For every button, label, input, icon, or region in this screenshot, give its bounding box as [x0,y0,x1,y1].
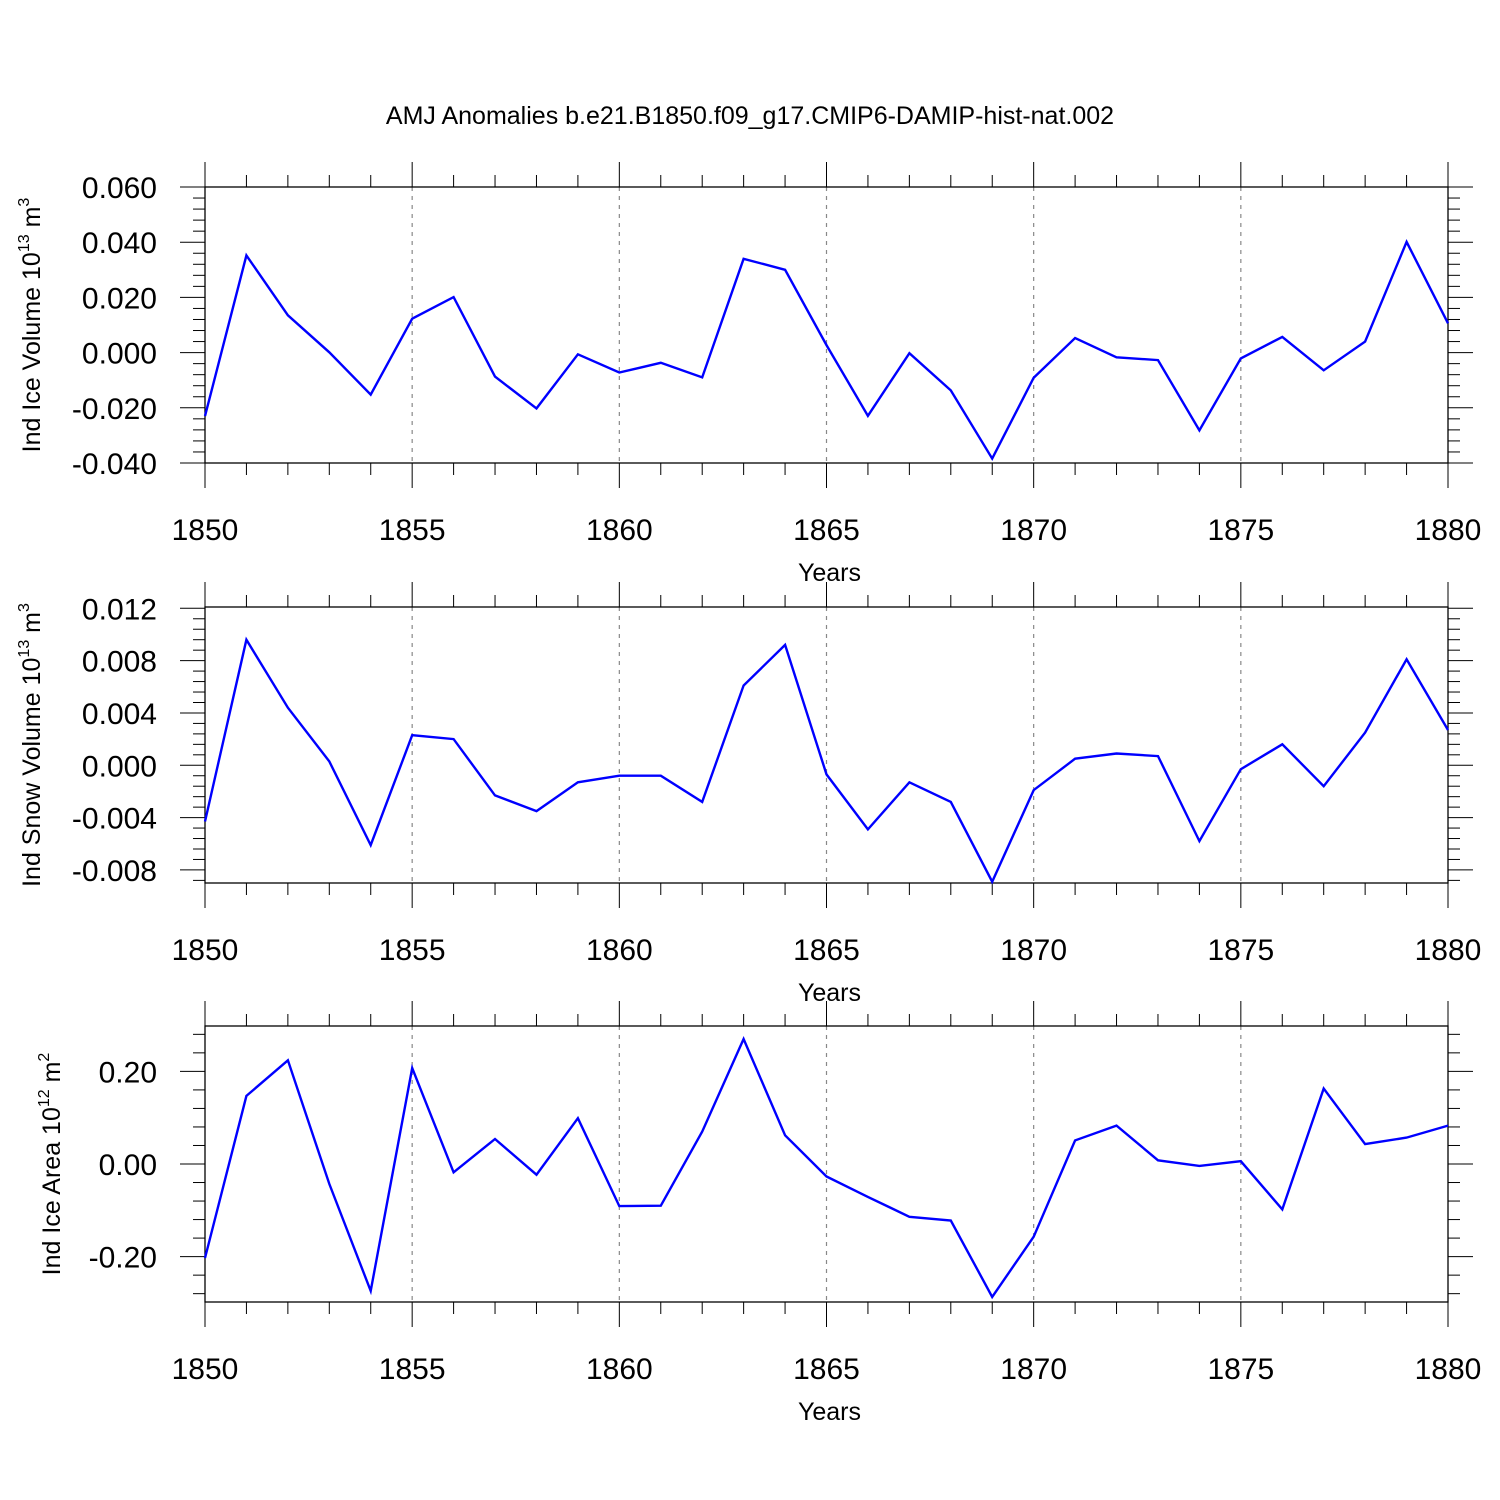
y-tick-label: 0.020 [82,282,157,315]
y-tick-label: 0.008 [82,646,157,679]
y-label-text: Ind Snow Volume 10 [18,658,46,887]
series-line [203,1036,1449,1300]
y-axis-label: Ind Ice Area 1012 m2 [36,1053,66,1276]
x-tick-label: 1880 [1415,934,1482,967]
y-label-unit: m [38,1062,66,1090]
y-label-unit: m [18,612,46,640]
y-label-text: Ind Ice Area 10 [38,1107,66,1275]
chart-panels: 1850 1855 1860 1865 1870 1875 1880 0.060 0.040 0.… [16,162,1481,1426]
y-tick-label: -0.20 [89,1242,157,1275]
series-line [203,636,1450,885]
x-tick-label: 1875 [1207,514,1274,547]
x-tick-label: 1875 [1207,1353,1274,1386]
x-tick-label: 1880 [1415,514,1482,547]
y-label-text: Ind Ice Volume 10 [18,252,46,452]
y-label-exponent: 13 [16,234,33,252]
y-tick-label: 0.060 [82,172,157,205]
x-tick-label: 1860 [586,1353,653,1386]
panel-2: 1850 1855 1860 1865 1870 1875 1880 0.012 0.008 0.… [16,582,1481,1007]
x-axis-label: Years [798,979,861,1007]
panel-3: 1850 1855 1860 1865 1870 1875 1880 0.20 0.00 -0.2… [36,1001,1481,1426]
x-tick-label: 1870 [1000,1353,1067,1386]
x-tick-label: 1865 [793,934,860,967]
x-axis-label: Years [798,559,861,587]
x-tick-label: 1855 [379,1353,446,1386]
y-tick-label: -0.008 [72,855,157,888]
y-label-exponent: 12 [36,1089,53,1107]
y-tick-label: -0.020 [72,393,157,426]
y-axis-label: Ind Snow Volume 1013 m3 [16,603,46,887]
y-label-exponent: 13 [16,640,33,658]
y-tick-label: -0.040 [72,448,157,481]
y-label-unit-exponent: 3 [16,198,33,207]
y-tick-label: 0.012 [82,593,157,626]
y-tick-label: 0.000 [82,750,157,783]
x-tick-label: 1880 [1415,1353,1482,1386]
figure-title: AMJ Anomalies b.e21.B1850.f09_g17.CMIP6-… [386,102,1114,130]
series-line [203,239,1450,462]
y-tick-label: 0.00 [99,1149,157,1182]
y-tick-label: 0.004 [82,698,157,731]
y-label-unit-exponent: 3 [16,603,33,612]
x-tick-label: 1860 [586,934,653,967]
panel-1: 1850 1855 1860 1865 1870 1875 1880 0.060 0.040 0.… [16,162,1481,587]
x-tick-label: 1875 [1207,934,1274,967]
x-tick-label: 1850 [172,1353,239,1386]
x-tick-label: 1855 [379,934,446,967]
y-tick-label: 0.000 [82,338,157,371]
y-tick-label: 0.040 [82,227,157,260]
y-axis-label: Ind Ice Volume 1013 m3 [16,198,46,453]
x-tick-label: 1865 [793,514,860,547]
x-tick-label: 1865 [793,1353,860,1386]
y-tick-label: 0.20 [99,1056,157,1089]
x-tick-label: 1870 [1000,934,1067,967]
x-axis-label: Years [798,1398,861,1426]
x-tick-label: 1850 [172,934,239,967]
y-tick-label: -0.004 [72,803,157,836]
x-tick-label: 1860 [586,514,653,547]
x-tick-label: 1850 [172,514,239,547]
x-tick-label: 1855 [379,514,446,547]
x-tick-label: 1870 [1000,514,1067,547]
y-label-unit-exponent: 2 [36,1053,53,1062]
y-label-unit: m [18,207,46,235]
